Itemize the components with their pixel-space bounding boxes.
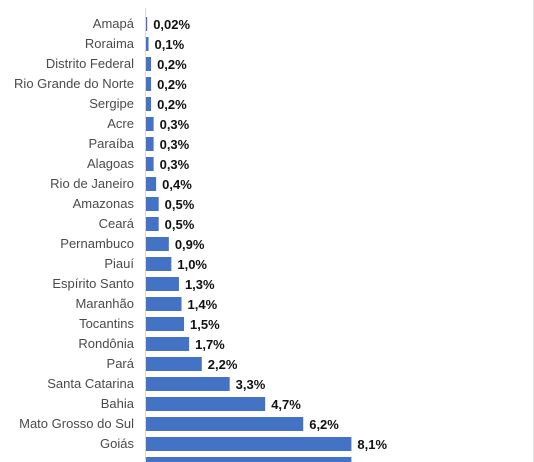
category-label: Espírito Santo [52,276,134,291]
bar [146,217,159,231]
data-label: 1,3% [185,277,215,292]
category-label: Distrito Federal [46,56,134,71]
category-label: Maranhão [75,296,134,311]
data-label: 0,02% [153,17,190,32]
data-label: 0,2% [157,57,187,72]
category-label: Amapá [93,16,135,31]
category-label: Ceará [99,216,135,231]
data-label: 0,4% [162,177,192,192]
data-label: 1,5% [190,317,220,332]
bar [146,237,169,251]
data-label: 0,1% [155,37,185,52]
bar [146,197,159,211]
category-label: Rondônia [78,336,134,351]
bar-truncated [146,457,352,462]
bar [146,137,154,151]
data-label: 0,3% [160,117,190,132]
category-label: Acre [107,116,134,131]
category-label: Alagoas [87,156,134,171]
bar [146,157,154,171]
data-label: 0,2% [157,97,187,112]
data-label: 8,1% [357,437,387,452]
data-label: 0,5% [165,197,195,212]
category-label: Sergipe [89,96,134,111]
category-label: Paraíba [88,136,134,151]
bar [146,337,190,351]
category-label: Rio Grande do Norte [14,76,134,91]
bar [146,97,152,111]
category-label: Rio de Janeiro [50,176,134,191]
data-label: 4,7% [271,397,301,412]
bar [146,317,185,331]
data-label: 6,2% [309,417,339,432]
category-label: Santa Catarina [47,376,134,391]
category-label: Pernambuco [60,236,134,251]
bar [146,77,152,91]
bar [146,257,172,271]
data-label: 1,7% [195,337,225,352]
data-label: 0,3% [160,137,190,152]
bar [146,277,179,291]
data-label: 0,2% [157,77,187,92]
data-label: 1,4% [188,297,218,312]
data-label: 3,3% [236,377,266,392]
category-label: Roraima [85,36,135,51]
bar [146,357,202,371]
data-label: 2,2% [208,357,238,372]
bar [146,397,266,411]
bar [146,377,230,391]
category-label: Mato Grosso do Sul [19,416,134,431]
data-label: 0,9% [175,237,205,252]
bars-group [146,17,352,462]
bar [146,117,154,131]
category-label: Goiás [100,436,134,451]
category-label: Amazonas [73,196,135,211]
bar [146,37,149,51]
category-label: Bahia [101,396,135,411]
data-label: 0,5% [165,217,195,232]
bar [146,417,304,431]
bar [146,177,157,191]
data-label: 0,3% [160,157,190,172]
labels-group: Amapá 0,02% Roraima 0,1% Distrito Federal 0,2… [14,16,387,452]
bar [146,17,148,31]
category-label: Pará [107,356,135,371]
category-label: Tocantins [79,316,134,331]
bar [146,297,182,311]
data-label: 1,0% [177,257,207,272]
bar [146,57,152,71]
category-label: Piauí [104,256,134,271]
bar [146,437,352,451]
